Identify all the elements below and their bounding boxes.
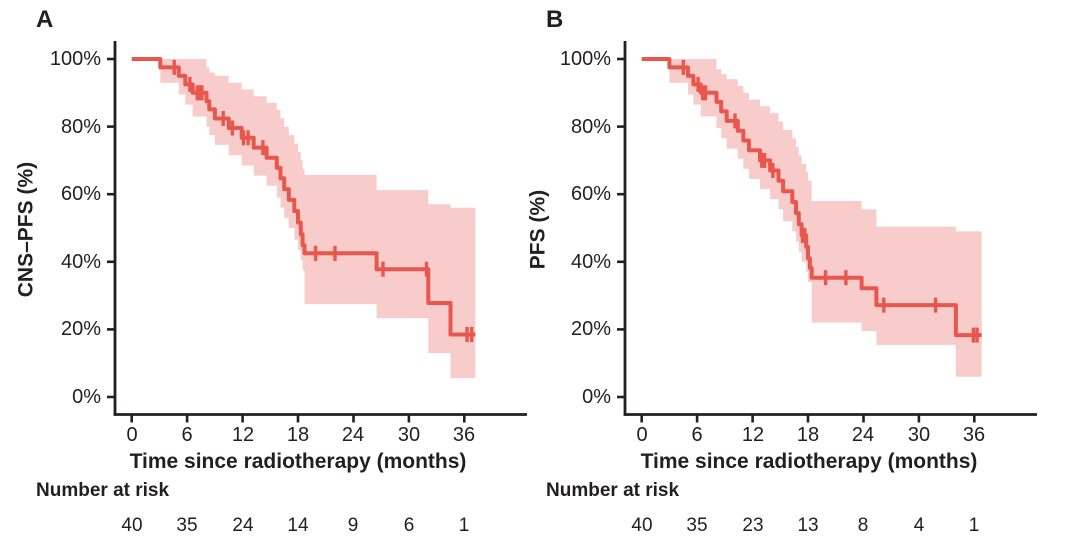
risk-value: 9	[347, 515, 359, 536]
risk-value: 35	[686, 515, 708, 536]
risk-value: 8	[857, 515, 869, 536]
confidence-band	[669, 59, 982, 377]
x-tick-label: 12	[231, 424, 255, 446]
panel-a-label: A	[36, 6, 54, 33]
risk-value: 4	[913, 515, 925, 536]
censor-marks	[172, 59, 474, 342]
x-tick-label: 30	[397, 424, 421, 446]
risk-value: 14	[287, 515, 309, 536]
x-tick-label: 6	[181, 424, 193, 446]
km-curve	[641, 57, 982, 338]
risk-value: 24	[232, 515, 254, 536]
axes	[107, 41, 527, 423]
km-curve	[131, 57, 476, 337]
y-tick-label: 100%	[559, 48, 611, 70]
x-axis-title-a: Time since radiotherapy (months)	[129, 450, 467, 473]
x-tick-label: 0	[126, 424, 138, 446]
x-tick-label: 18	[796, 424, 820, 446]
risk-value: 35	[176, 515, 198, 536]
y-tick-label: 100%	[49, 48, 101, 70]
risk-table-label-a: Number at risk	[36, 480, 170, 501]
y-tick-label: 80%	[60, 115, 101, 138]
y-tick-label: 20%	[570, 318, 611, 341]
y-tick-label: 40%	[570, 250, 611, 273]
risk-value: 40	[631, 515, 653, 536]
panel-b-plot	[617, 41, 1037, 423]
y-tick-label: 60%	[60, 183, 101, 206]
x-tick-label: 12	[741, 424, 765, 446]
y-axis-title-cns-pfs: CNS–PFS (%)	[14, 161, 38, 298]
x-tick-label: 18	[286, 424, 310, 446]
y-tick-label: 0%	[72, 386, 101, 408]
panel-a-plot	[107, 41, 527, 423]
x-tick-label: 0	[636, 424, 648, 446]
x-tick-label: 24	[341, 424, 365, 446]
panel-b-label: B	[546, 6, 564, 33]
axes	[617, 41, 1037, 423]
x-tick-label: 24	[851, 424, 875, 446]
x-tick-label: 36	[452, 424, 476, 446]
y-axis-title-pfs: PFS (%)	[526, 189, 550, 270]
y-tick-label: 80%	[570, 115, 611, 138]
risk-value: 23	[742, 515, 764, 536]
x-tick-label: 30	[907, 424, 931, 446]
x-axis-title-b: Time since radiotherapy (months)	[640, 450, 978, 473]
x-tick-label: 36	[962, 424, 986, 446]
risk-value: 40	[121, 515, 143, 536]
y-tick-label: 0%	[582, 386, 611, 408]
risk-value: 13	[797, 515, 819, 536]
risk-value: 1	[968, 515, 980, 536]
x-tick-label: 6	[691, 424, 703, 446]
censor-marks	[681, 59, 979, 343]
y-tick-label: 60%	[570, 183, 611, 206]
confidence-band	[160, 59, 476, 379]
y-tick-label: 40%	[60, 250, 101, 273]
risk-value: 1	[458, 515, 470, 536]
y-tick-label: 20%	[60, 318, 101, 341]
risk-value: 6	[403, 515, 415, 536]
risk-table-label-b: Number at risk	[546, 480, 680, 501]
